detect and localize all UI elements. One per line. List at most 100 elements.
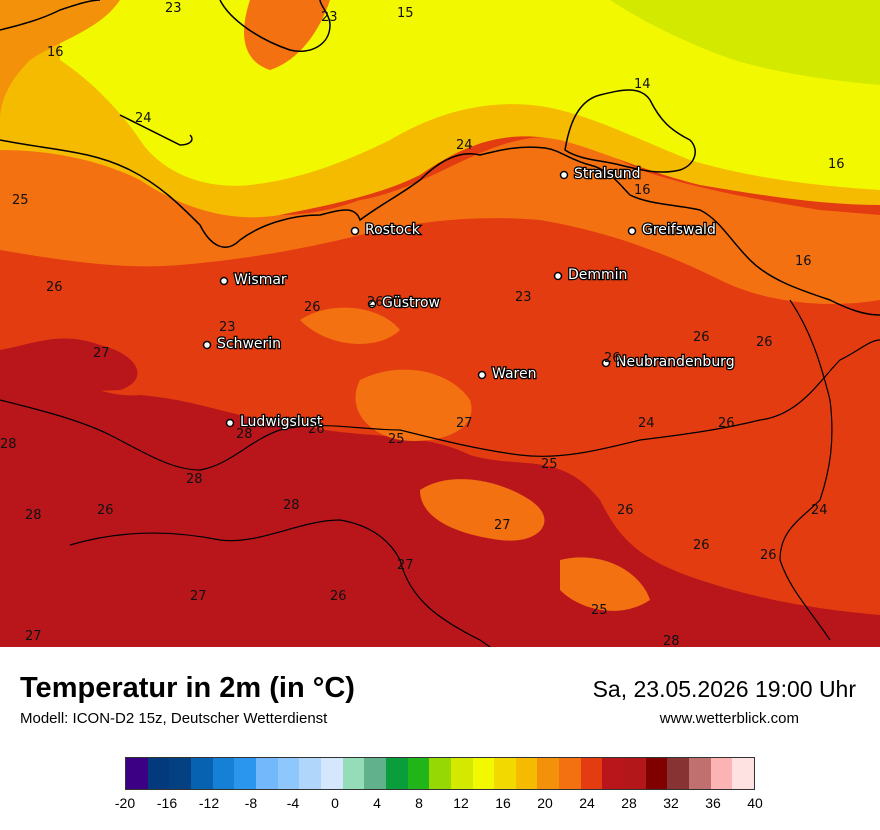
temperature-field-28b [0, 338, 138, 395]
scale-swatch [602, 758, 625, 789]
scale-tick-label: -20 [114, 795, 136, 811]
scale-tick-label: 0 [331, 795, 339, 811]
city-rostock: Rostock [350, 221, 422, 239]
temp-value: 28 [25, 508, 42, 523]
temp-value: 26 [330, 589, 347, 604]
scale-swatch [385, 758, 408, 789]
temp-value: 26 [604, 351, 621, 366]
temp-value: 25 [541, 457, 558, 472]
city-label: Rostock [365, 222, 421, 238]
scale-tick-label: 28 [621, 795, 637, 811]
temp-value: 16 [634, 183, 651, 198]
color-scale [125, 757, 755, 790]
state-border [0, 339, 880, 471]
scale-swatch [559, 758, 581, 789]
scale-swatch [364, 758, 386, 789]
temp-value: 24 [811, 503, 828, 518]
eastern-border [779, 299, 833, 641]
temp-value: 27 [456, 416, 473, 431]
city-label: Ludwigslust [240, 414, 323, 430]
city-marker [350, 226, 360, 236]
temp-value: 16 [795, 254, 812, 269]
city-ludwigslust: Ludwigslust [225, 413, 324, 431]
city-waren: Waren [477, 365, 538, 383]
temperature-field-coast [0, 137, 880, 304]
scale-swatch [255, 758, 278, 789]
scale-swatch [320, 758, 343, 789]
temp-value: 26 [367, 295, 384, 310]
city-label: Greifswald [642, 222, 716, 238]
scale-swatch [429, 758, 451, 789]
temp-value: 26 [308, 422, 325, 437]
temperature-values: 23 23 15 16 14 24 24 16 25 16 16 26 26 2… [0, 1, 845, 618]
city-marker [627, 226, 637, 236]
scale-swatch [190, 758, 213, 789]
temp-value: 24 [638, 416, 655, 431]
scale-ticks: -20 -16 -12 -8 -4 0 4 8 12 16 20 24 28 32 36 40 [0, 795, 880, 815]
temp-value: 25 [12, 193, 29, 208]
temperature-field-sea-coolest [610, 0, 880, 85]
city-guestrow: Güstrow [367, 294, 441, 312]
temp-value: 28 [663, 634, 680, 647]
temp-value: 28 [0, 437, 17, 452]
scale-swatch [645, 758, 668, 789]
model-subtitle: Modell: ICON-D2 15z, Deutscher Wetterdie… [20, 710, 328, 727]
city-marker [553, 271, 563, 281]
scale-swatch [234, 758, 256, 789]
scale-swatch [277, 758, 300, 789]
scale-tick-label: 12 [453, 795, 469, 811]
scale-swatch [450, 758, 473, 789]
city-marker [367, 299, 377, 309]
western-coast [0, 0, 193, 146]
scale-swatch [147, 758, 170, 789]
temp-value: 23 [165, 1, 182, 16]
scale-tick-label: 24 [579, 795, 595, 811]
scale-swatch [732, 758, 755, 789]
city-demmin: Demmin [553, 266, 629, 284]
scale-tick-label: -16 [156, 795, 178, 811]
temp-value: 27 [397, 558, 414, 573]
temp-value: 24 [456, 138, 473, 153]
forecast-datetime: Sa, 23.05.2026 19:00 Uhr [592, 676, 856, 702]
temp-value: 26 [760, 548, 777, 563]
temp-value: 23 [515, 290, 532, 305]
temp-value: 27 [93, 346, 110, 361]
temp-value: 16 [828, 157, 845, 172]
temp-value: 26 [46, 280, 63, 295]
temp-value: 26 [693, 330, 710, 345]
scale-swatch [494, 758, 516, 789]
scale-tick-label: -4 [286, 795, 300, 811]
city-stralsund: Stralsund [559, 165, 642, 183]
temp-value: 23 [219, 320, 236, 335]
temp-value: 26 [718, 416, 735, 431]
temp-value: 27 [25, 629, 42, 644]
temp-value: 14 [634, 77, 651, 92]
southern-border [69, 519, 491, 647]
temp-value: 16 [47, 45, 64, 60]
city-schwerin: Schwerin [202, 335, 282, 353]
scale-tick-label: 16 [495, 795, 511, 811]
city-greifswald: Greifswald [627, 221, 717, 239]
scale-swatch [624, 758, 646, 789]
temp-value: 15 [397, 6, 414, 21]
temp-value: 25 [591, 603, 608, 618]
scale-swatch [212, 758, 235, 789]
city-marker [601, 358, 611, 368]
temp-value: 28 [283, 498, 300, 513]
website-label: www.wetterblick.com [659, 710, 799, 727]
scale-swatch [407, 758, 430, 789]
temp-value: 25 [388, 432, 405, 447]
scale-swatch [710, 758, 733, 789]
city-marker [225, 418, 235, 428]
scale-swatch [689, 758, 711, 789]
city-label: Schwerin [217, 336, 281, 352]
city-wismar: Wismar [219, 271, 288, 289]
scale-swatch [537, 758, 560, 789]
temperature-field-26 [355, 369, 472, 441]
city-marker [219, 276, 229, 286]
temperature-field-26d [560, 557, 650, 611]
scale-tick-label: -8 [244, 795, 258, 811]
city-neubrandenburg: Neubrandenburg [601, 353, 736, 371]
temp-value: 27 [190, 589, 207, 604]
temperature-map: Stralsund Rostock Greifswald Wismar Demm… [0, 0, 880, 647]
